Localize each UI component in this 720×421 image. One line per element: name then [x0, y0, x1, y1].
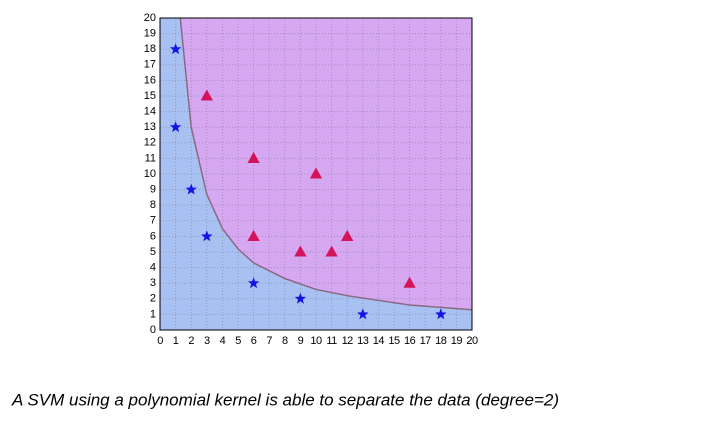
x-tick-label: 2 — [188, 335, 194, 347]
y-tick-label: 6 — [150, 230, 156, 242]
region-below — [160, 18, 472, 330]
triangle-point — [247, 229, 260, 241]
y-tick-label: 18 — [144, 43, 156, 55]
x-tick-label: 0 — [157, 335, 163, 347]
y-tick-label: 15 — [144, 90, 156, 102]
x-tick-label: 18 — [435, 335, 447, 347]
y-tick-label: 17 — [144, 59, 156, 71]
x-tick-label: 19 — [451, 335, 463, 347]
triangle-point — [200, 89, 213, 101]
triangle-point — [341, 229, 354, 241]
star-point — [169, 121, 182, 133]
x-tick-label: 5 — [235, 335, 241, 347]
x-tick-label: 20 — [466, 335, 478, 347]
x-tick-label: 1 — [173, 335, 179, 347]
x-tick-label: 16 — [404, 335, 416, 347]
y-tick-label: 13 — [144, 121, 156, 133]
y-tick-label: 12 — [144, 137, 156, 149]
y-tick-label: 16 — [144, 74, 156, 86]
y-tick-label: 1 — [150, 308, 156, 320]
y-tick-label: 0 — [150, 324, 156, 336]
x-tick-label: 12 — [342, 335, 354, 347]
x-tick-label: 11 — [326, 335, 337, 347]
x-tick-label: 8 — [282, 335, 288, 347]
x-tick-label: 4 — [220, 335, 226, 347]
star-point — [185, 183, 197, 195]
x-tick-label: 10 — [310, 335, 322, 347]
star-point — [294, 292, 307, 304]
x-tick-label: 6 — [251, 335, 257, 347]
y-tick-label: 10 — [144, 168, 156, 180]
x-tick-label: 13 — [357, 335, 369, 347]
y-tick-label: 4 — [150, 262, 156, 274]
y-tick-label: 20 — [144, 12, 156, 24]
star-point — [435, 308, 447, 320]
star-point — [169, 43, 182, 55]
y-tick-label: 5 — [150, 246, 156, 258]
x-tick-label: 7 — [266, 335, 272, 347]
y-tick-label: 11 — [145, 152, 156, 164]
triangle-point — [309, 167, 323, 179]
x-tick-label: 15 — [388, 335, 400, 347]
triangle-point — [403, 276, 416, 288]
caption: A SVM using a polynomial kernel is able … — [11, 390, 559, 409]
y-tick-label: 14 — [144, 106, 156, 118]
decision-boundary — [179, 17, 473, 311]
y-tick-label: 2 — [150, 293, 156, 305]
star-point — [357, 308, 369, 320]
triangle-point — [325, 245, 338, 257]
y-tick-label: 9 — [150, 184, 156, 196]
x-tick-label: 3 — [204, 335, 210, 347]
star-point — [247, 277, 260, 289]
x-tick-label: 17 — [420, 335, 432, 347]
y-tick-label: 3 — [150, 277, 156, 289]
triangle-point — [294, 245, 307, 257]
x-tick-label: 14 — [373, 335, 385, 347]
y-tick-label: 19 — [144, 28, 156, 40]
triangle-point — [247, 151, 260, 163]
plot-frame — [159, 17, 473, 331]
y-tick-label: 7 — [150, 215, 156, 227]
star-point — [201, 230, 213, 242]
x-tick-label: 9 — [298, 335, 304, 347]
y-tick-label: 8 — [150, 199, 156, 211]
